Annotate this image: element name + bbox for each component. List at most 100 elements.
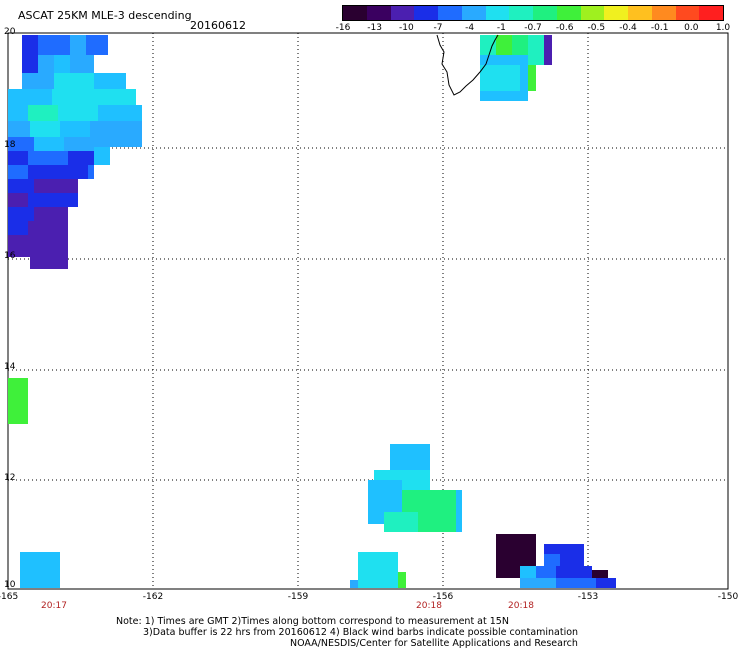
wind-cell: [418, 512, 456, 532]
wind-cell: [8, 235, 68, 249]
note-line-3: NOAA/NESDIS/Center for Satellite Applica…: [290, 638, 578, 649]
wind-cell: [560, 554, 584, 566]
wind-cell: [54, 55, 70, 73]
wind-cell: [28, 221, 68, 235]
wind-cell: [8, 378, 28, 424]
wind-cell: [480, 91, 528, 101]
y-tick-label: 20: [4, 27, 16, 37]
wind-cell: [52, 89, 96, 105]
colorbar-tick-label: -0.5: [587, 23, 606, 33]
colorbar-tick-label: 1.0: [715, 23, 731, 33]
colorbar-tick-label: -13: [367, 23, 383, 33]
wind-cell: [8, 105, 28, 121]
y-tick-label: 12: [4, 473, 16, 483]
y-tick-label: 10: [4, 580, 16, 590]
colorbar-tick-label: -1: [496, 23, 506, 33]
wind-cell: [520, 566, 536, 578]
colorbar-tick-label: -0.7: [524, 23, 542, 33]
wind-cell: [30, 121, 60, 137]
x-tick-label: -153: [577, 592, 599, 602]
wind-cell: [68, 151, 94, 165]
colorbar-tick-label: -7: [433, 23, 443, 33]
wind-cell: [54, 35, 70, 55]
wind-cell: [556, 566, 592, 578]
wind-cell: [544, 544, 584, 554]
colorbar-segment: [461, 6, 486, 20]
wind-cell: [94, 73, 126, 89]
wind-cell: [528, 65, 536, 91]
y-tick-label: 18: [4, 140, 16, 150]
wind-cell: [350, 580, 358, 588]
wind-cell: [480, 65, 496, 91]
colorbar-gradient: [343, 6, 723, 20]
colorbar-segment: [343, 6, 367, 20]
wind-cell: [512, 35, 528, 55]
colorbar-tick-label: 0.0: [684, 23, 699, 33]
colorbar-segment: [580, 6, 605, 20]
note-line-1: Note: 1) Times are GMT 2)Times along bot…: [116, 616, 509, 627]
x-tick-label: -156: [432, 592, 454, 602]
wind-cell: [22, 35, 38, 55]
wind-cell: [98, 105, 142, 121]
wind-cell: [8, 249, 32, 257]
colorbar-segment: [438, 6, 462, 20]
wind-cell: [8, 151, 28, 165]
wind-cell: [94, 147, 110, 165]
wind-cell: [358, 572, 398, 588]
wind-cell: [8, 89, 52, 105]
wind-cell: [32, 249, 68, 257]
x-tick-label: -162: [142, 592, 164, 602]
wind-cell: [544, 35, 552, 65]
wind-cell: [496, 65, 520, 91]
colorbar-segment: [699, 6, 723, 20]
map-title: ASCAT 25KM MLE-3 descending: [18, 9, 192, 22]
wind-cell: [60, 121, 90, 137]
wind-cell: [398, 572, 406, 588]
wind-cell: [28, 105, 58, 121]
map-date: 20160612: [190, 19, 246, 32]
wind-cell: [20, 566, 60, 588]
wind-cell: [88, 165, 94, 179]
colorbar-tick-label: -10: [398, 23, 414, 33]
colorbar-tick-label: -4: [465, 23, 475, 33]
time-label: 20:17: [41, 601, 67, 611]
wind-cell: [544, 554, 560, 566]
colorbar-tick-label: -0.6: [555, 23, 574, 33]
x-tick-label: -159: [287, 592, 309, 602]
y-tick-label: 16: [4, 251, 16, 261]
x-tick-label: -165: [0, 592, 19, 602]
time-label: 20:18: [416, 601, 442, 611]
time-label: 20:18: [508, 601, 534, 611]
wind-cell: [596, 578, 616, 588]
y-tick-label: 14: [4, 362, 16, 372]
wind-cell: [8, 207, 34, 221]
colorbar-segment: [390, 6, 415, 20]
plot-frame: [7, 32, 729, 590]
wind-cell: [8, 221, 28, 235]
colorbar-segment: [485, 6, 510, 20]
wind-cell: [480, 55, 528, 65]
wind-cell: [22, 73, 54, 89]
wind-cell: [556, 578, 596, 588]
wind-cell: [34, 207, 68, 221]
wind-cell: [30, 257, 68, 269]
wind-cell: [70, 35, 86, 55]
wind-cell: [528, 35, 544, 55]
wind-cell: [58, 105, 98, 121]
wind-cell: [28, 193, 78, 207]
wind-cell: [480, 35, 496, 55]
colorbar-segment: [628, 6, 652, 20]
wind-cell: [70, 55, 94, 73]
colorbar-segment: [651, 6, 676, 20]
wind-swath-cells: [8, 35, 616, 588]
wind-cell: [28, 151, 68, 165]
x-tick-label: -150: [717, 592, 739, 602]
wind-cell: [8, 193, 28, 207]
wind-cell: [528, 55, 544, 65]
wind-cell: [368, 480, 402, 504]
wind-cell: [456, 490, 462, 532]
wind-cell: [86, 35, 108, 55]
wind-cell: [358, 552, 398, 572]
wind-cell: [390, 444, 430, 470]
